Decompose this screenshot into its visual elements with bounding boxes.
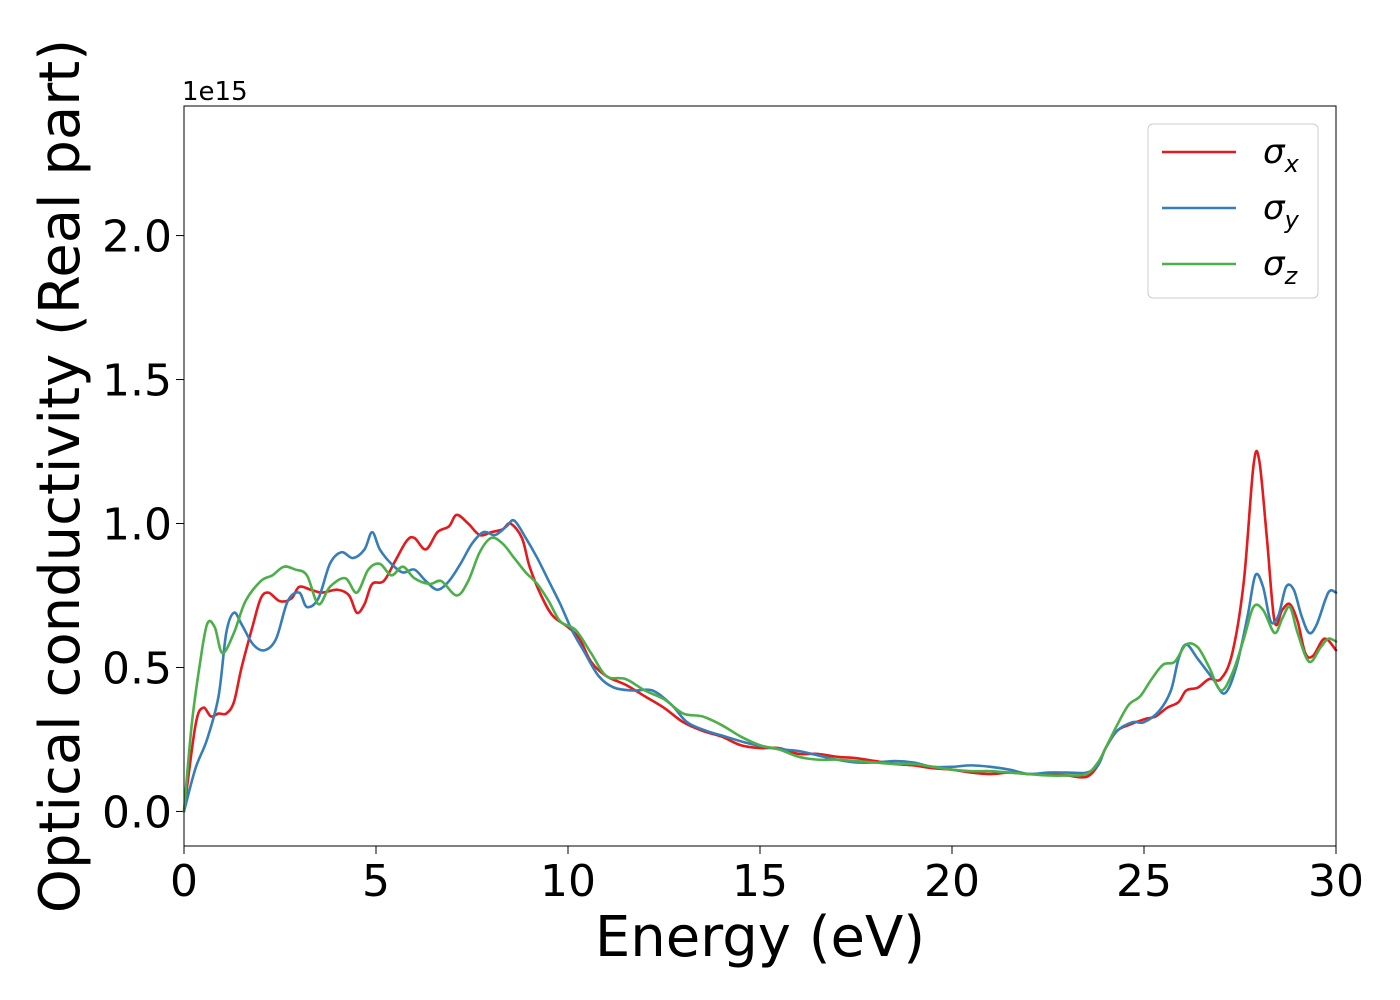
x-axis-label: Energy (eV) [595, 905, 925, 970]
legend-label-base: σ [1263, 188, 1286, 228]
series-lines [182, 449, 1338, 813]
legend-box [1147, 123, 1319, 299]
y-tick-label: 1.0 [102, 500, 172, 551]
x-tick-label: 20 [924, 856, 980, 907]
x-tick-label: 0 [170, 856, 198, 907]
y-tick-label: 0.5 [102, 643, 172, 694]
legend-label-subscript: z [1284, 262, 1299, 290]
legend-label-base: σ [1263, 244, 1286, 284]
x-axis-ticks: 0 5 10 15 20 25 30 [170, 846, 1364, 907]
y-offset-label: 1e15 [182, 77, 248, 107]
legend-label-x: σx [1263, 132, 1300, 178]
legend-label-base: σ [1263, 132, 1286, 172]
series-line-z [182, 536, 1338, 813]
y-tick-label: 1.5 [102, 356, 172, 407]
legend-label-subscript: y [1284, 206, 1300, 234]
x-tick-label: 30 [1308, 856, 1364, 907]
y-tick-label: 0.0 [102, 787, 172, 838]
legend-label-subscript: x [1284, 150, 1300, 178]
x-tick-label: 5 [362, 856, 390, 907]
x-tick-label: 25 [1116, 856, 1172, 907]
x-tick-label: 10 [540, 856, 596, 907]
plot-frame [183, 105, 1337, 847]
y-axis-label: Optical conductivity (Real part) [28, 39, 93, 913]
x-tick-label: 15 [732, 856, 788, 907]
legend-label-z: σz [1263, 244, 1299, 290]
legend-label-y: σy [1263, 188, 1300, 234]
y-axis-ticks: 0.0 0.5 1.0 1.5 2.0 [102, 212, 184, 838]
y-tick-label: 2.0 [102, 212, 172, 263]
series-line-y [182, 518, 1338, 813]
